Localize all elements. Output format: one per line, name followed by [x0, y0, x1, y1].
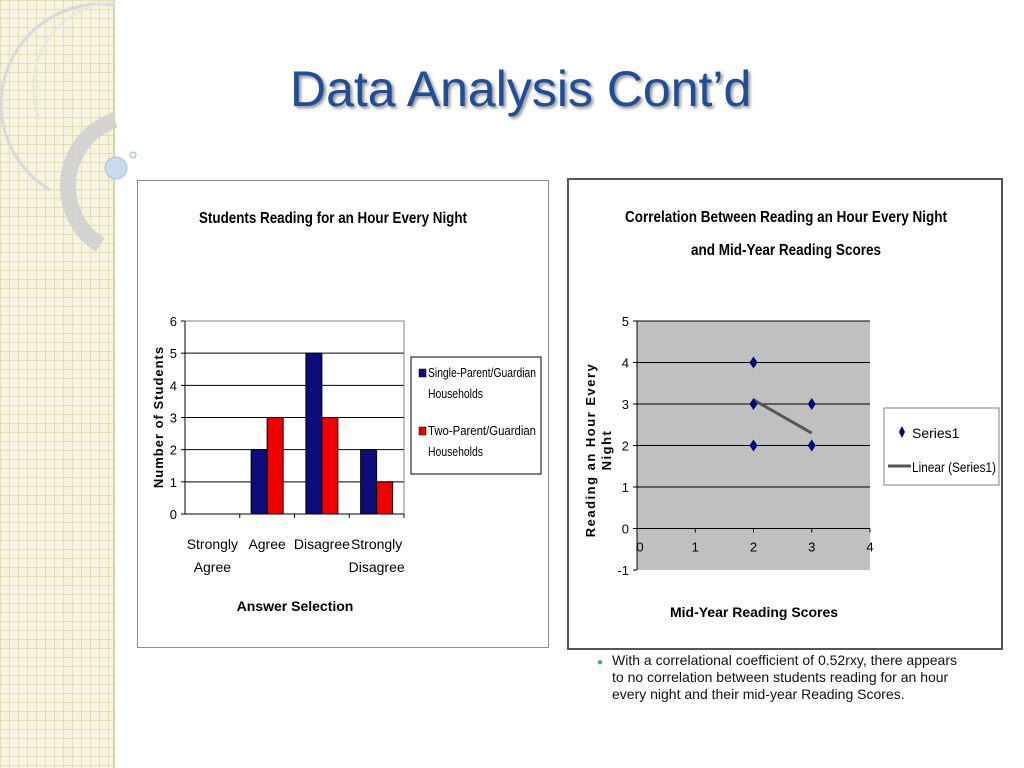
- bar-two-parent: [376, 481, 394, 515]
- chart-title-line: Correlation Between Reading an Hour Ever…: [625, 209, 948, 226]
- y-axis-label-line: Night: [599, 430, 614, 471]
- y-tick-label: 3: [622, 397, 629, 412]
- x-axis-label: Answer Selection: [237, 598, 354, 614]
- decorative-circles: [0, 1, 137, 252]
- y-tick-label: 5: [622, 314, 629, 329]
- chart-title: Students Reading for an Hour Every Night: [199, 210, 468, 227]
- data-point: [749, 398, 758, 410]
- legend-label: Two-Parent/Guardian: [428, 423, 536, 438]
- y-axis-label: Number of Students: [151, 346, 166, 488]
- bar-chart: Students Reading for an Hour Every Night…: [151, 210, 542, 614]
- data-point: [749, 439, 758, 452]
- scatter-chart-panel: Correlation Between Reading an Hour Ever…: [567, 178, 1003, 650]
- bar-single-parent: [250, 449, 268, 515]
- x-tick-label: Agree: [248, 536, 286, 552]
- x-tick-label: Agree: [194, 559, 232, 575]
- x-tick-label: 0: [636, 540, 643, 555]
- y-tick-label: 6: [170, 314, 177, 329]
- legend-swatch-single-parent: [418, 368, 427, 378]
- bullet-text: With a correlational coefficient of 0.52…: [612, 652, 957, 702]
- bar-two-parent: [266, 417, 284, 515]
- decorative-divider: [113, 0, 115, 768]
- x-axis-label: Mid-Year Reading Scores: [670, 604, 838, 620]
- bar-chart-panel: Students Reading for an Hour Every Night…: [137, 180, 549, 648]
- x-tick-label: 1: [692, 540, 699, 555]
- bar-two-parent: [321, 417, 339, 515]
- x-tick-label: 4: [866, 540, 873, 555]
- trend-line: [752, 398, 813, 435]
- legend-label: Series1: [912, 425, 960, 441]
- slide-title: Data Analysis Cont’d: [290, 61, 752, 117]
- legend-box: [410, 356, 542, 475]
- legend-swatch-two-parent: [418, 426, 427, 436]
- legend-box: [883, 407, 1000, 486]
- x-tick-label: 2: [750, 540, 757, 555]
- bar-single-parent: [360, 449, 378, 515]
- bar-single-parent: [305, 352, 323, 515]
- y-tick-label: 2: [622, 439, 629, 454]
- chart-title-line: and Mid-Year Reading Scores: [691, 242, 881, 259]
- y-tick-label: 5: [170, 346, 177, 361]
- legend-label: Households: [428, 386, 483, 401]
- y-tick-label: 0: [622, 522, 629, 537]
- x-tick-label: Strongly: [351, 536, 402, 552]
- x-tick-label: Disagree: [349, 559, 405, 575]
- y-tick-label: -1: [617, 563, 629, 578]
- data-point: [807, 398, 816, 410]
- scatter-chart: Correlation Between Reading an Hour Ever…: [583, 209, 1000, 620]
- y-tick-label: 4: [170, 378, 177, 393]
- y-tick-label: 0: [170, 507, 177, 522]
- legend-marker-series1: [899, 426, 905, 438]
- legend-label: Single-Parent/Guardian: [428, 365, 536, 380]
- bullet-point: ● With a correlational coefficient of 0.…: [597, 652, 972, 703]
- bullet-marker-icon: ●: [597, 657, 604, 668]
- x-tick-label: Strongly: [187, 536, 238, 552]
- y-tick-label: 3: [170, 411, 177, 426]
- data-point: [807, 439, 816, 452]
- y-tick-label: 2: [170, 443, 177, 458]
- legend-label: Households: [428, 444, 483, 459]
- legend-label: Linear (Series1): [912, 459, 996, 475]
- y-tick-label: 1: [622, 480, 629, 495]
- y-tick-label: 4: [622, 356, 629, 371]
- x-tick-label: Disagree: [294, 536, 350, 552]
- data-point: [749, 356, 758, 369]
- y-tick-label: 1: [170, 475, 177, 490]
- y-axis-label-line: Reading an Hour Every: [583, 363, 598, 538]
- x-tick-label: 3: [808, 540, 815, 555]
